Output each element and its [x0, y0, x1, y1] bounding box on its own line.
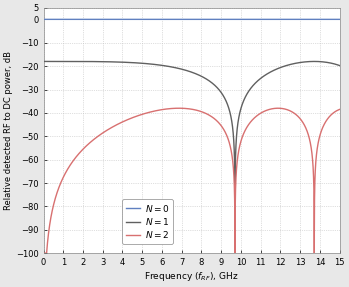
$N = 0$ — [337, 18, 342, 21]
$N = 2$ — [115, 123, 119, 126]
$N = 0$ — [181, 18, 186, 21]
$N = 2$ — [231, 169, 236, 173]
$N = 0$ — [318, 18, 322, 21]
$N = 1$ — [253, 81, 258, 85]
$N = 0$ — [115, 18, 119, 21]
$N = 1$ — [231, 136, 236, 140]
$N = 2$ — [337, 108, 342, 111]
$N = 0$ — [221, 18, 225, 21]
$N = 1$ — [337, 64, 342, 67]
$N = 1$ — [318, 60, 322, 63]
Y-axis label: Relative detected RF to DC power, dB: Relative detected RF to DC power, dB — [4, 51, 13, 210]
$N = 2$ — [253, 115, 258, 119]
Line: $N = 2$: $N = 2$ — [44, 108, 340, 253]
$N = 2$ — [42, 251, 46, 255]
$N = 2$ — [177, 106, 181, 110]
$N = 1$ — [221, 93, 225, 96]
$N = 1$ — [42, 60, 46, 63]
$N = 2$ — [318, 132, 322, 135]
$N = 0$ — [231, 18, 236, 21]
X-axis label: Frequency ($f_{RF}$), GHz: Frequency ($f_{RF}$), GHz — [144, 270, 239, 283]
$N = 1$ — [233, 249, 237, 253]
Line: $N = 1$: $N = 1$ — [44, 61, 340, 251]
$N = 0$ — [42, 18, 46, 21]
$N = 0$ — [253, 18, 258, 21]
$N = 2$ — [221, 126, 225, 129]
Legend: $N = 0$, $N = 1$, $N = 2$: $N = 0$, $N = 1$, $N = 2$ — [122, 199, 173, 244]
$N = 2$ — [181, 106, 186, 110]
$N = 1$ — [181, 68, 186, 71]
$N = 1$ — [115, 60, 119, 64]
